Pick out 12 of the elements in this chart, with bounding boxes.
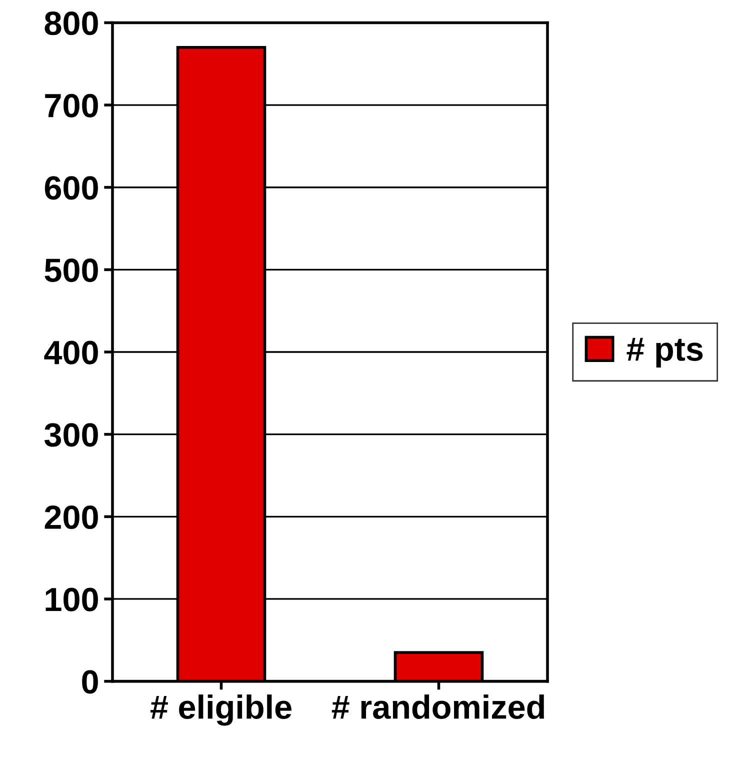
y-tick-label: 100	[46, 588, 98, 612]
y-tick-label: 400	[44, 340, 98, 364]
y-tick-label: 300	[44, 423, 98, 447]
legend-label: # pts	[626, 338, 703, 368]
y-tick-label: 700	[45, 94, 98, 118]
x-tick-label: # eligible	[150, 694, 292, 726]
y-tick-label: 800	[44, 12, 98, 36]
y-tick-label: 500	[44, 258, 98, 282]
y-tick-label: 600	[44, 176, 98, 200]
y-tick-label: 0	[82, 670, 98, 694]
x-tick-label: # randomized	[332, 694, 544, 719]
y-tick-label: 200	[44, 505, 98, 530]
